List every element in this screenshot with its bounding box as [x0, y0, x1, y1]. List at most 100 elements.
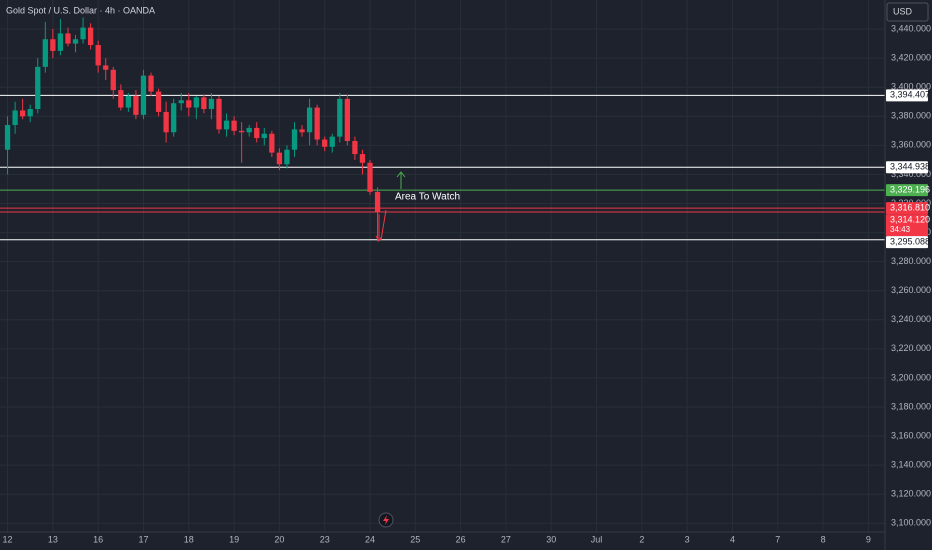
- x-tick-label: 18: [184, 534, 194, 544]
- candle-body: [148, 75, 154, 92]
- y-tick-label: 3,180.000: [891, 401, 931, 411]
- x-tick-label: 19: [229, 534, 239, 544]
- candle-body: [50, 39, 56, 51]
- x-tick-label: 26: [456, 534, 466, 544]
- candle-body: [284, 149, 290, 165]
- level-label: 3,344.938: [890, 162, 930, 172]
- x-tick-label: 17: [138, 534, 148, 544]
- x-tick-label: 16: [93, 534, 103, 544]
- level-label-box: [886, 184, 928, 197]
- level-label: 3,295.088: [890, 237, 930, 247]
- levels: [0, 94, 885, 241]
- level-label: 3,314.120: [890, 215, 930, 225]
- candle-body: [269, 133, 275, 153]
- candle-body: [276, 152, 283, 165]
- x-tick-label: 23: [320, 534, 330, 544]
- candle-body: [261, 133, 267, 139]
- candle-body: [193, 97, 199, 108]
- candle-body: [95, 45, 101, 66]
- candle-body: [87, 27, 94, 46]
- x-tick-label: 12: [3, 534, 13, 544]
- candle-body: [27, 109, 33, 117]
- y-tick-label: 3,120.000: [891, 489, 931, 499]
- candle-body: [171, 103, 177, 133]
- y-tick-label: 3,440.000: [891, 23, 931, 33]
- x-tick-label: 30: [546, 534, 556, 544]
- x-tick-label: 27: [501, 534, 511, 544]
- event-icon-bolt: [383, 515, 389, 525]
- candle-body: [367, 162, 373, 192]
- candle-body: [254, 127, 260, 139]
- candle-body: [223, 120, 230, 130]
- level-label: 3,394.407: [890, 90, 930, 100]
- level-label-box: [886, 214, 928, 237]
- y-tick-label: 3,420.000: [891, 53, 931, 63]
- candle-body: [110, 69, 116, 91]
- currency: USD: [893, 6, 913, 16]
- y-tick-label: 3,360.000: [891, 140, 931, 150]
- candle-body: [306, 107, 313, 133]
- candle-body: [208, 98, 215, 110]
- candle-body: [344, 98, 350, 141]
- countdown: 34:43: [890, 225, 911, 234]
- candle-body: [216, 98, 222, 130]
- level-label-box: [886, 89, 928, 102]
- candle-body: [178, 100, 184, 104]
- y-tick-label: 3,200.000: [891, 372, 931, 382]
- annotation: Area To Watch: [395, 192, 460, 203]
- y-tick-label: 3,400.000: [891, 82, 931, 92]
- candle-body: [314, 107, 320, 140]
- candle-body: [329, 136, 335, 147]
- candle-body: [4, 125, 11, 150]
- candle-body: [65, 33, 71, 44]
- chart-title: Gold Spot / U.S. Dollar · 4h · OANDA: [6, 5, 155, 15]
- grid: [0, 0, 885, 532]
- candle-body: [125, 95, 132, 108]
- y-tick-label: 3,280.000: [891, 256, 931, 266]
- candle-body: [231, 120, 237, 131]
- x-tick-label: 7: [775, 534, 780, 544]
- candle-body: [35, 66, 41, 110]
- candle-body: [359, 154, 366, 163]
- down-arrow: [375, 209, 387, 242]
- x-tick-label: 2: [639, 534, 644, 544]
- x-tick-label: 4: [730, 534, 735, 544]
- candle-body: [133, 95, 139, 115]
- level-label-box: [886, 202, 928, 215]
- candle-body: [42, 39, 48, 67]
- x-tick-label: Jul: [591, 534, 603, 544]
- x-tick-label: 8: [821, 534, 826, 544]
- candle-body: [322, 139, 328, 147]
- candle-body: [118, 90, 124, 108]
- y-tick-label: 3,240.000: [891, 314, 931, 324]
- candle-body: [155, 91, 162, 112]
- y-tick-label: 3,140.000: [891, 460, 931, 470]
- candle-body: [12, 110, 18, 126]
- currency-box[interactable]: [886, 2, 929, 22]
- candle-body: [57, 33, 64, 51]
- candle-body: [20, 110, 26, 117]
- x-tick-label: 3: [685, 534, 690, 544]
- candle-body: [103, 65, 109, 70]
- candle-body: [186, 100, 192, 108]
- candle-body: [337, 98, 343, 137]
- x-tick-label: 9: [866, 534, 871, 544]
- x-tick-label: 20: [274, 534, 284, 544]
- candle-body: [374, 191, 381, 213]
- level-label-box: [886, 236, 928, 249]
- y-tick-label: 3,380.000: [891, 111, 931, 121]
- candle-body: [246, 127, 252, 133]
- candle-body: [352, 140, 358, 155]
- y-tick-label: 3,220.000: [891, 343, 931, 353]
- candle-body: [201, 97, 207, 110]
- level-label: 3,316.810: [890, 203, 930, 213]
- candles: [4, 17, 381, 242]
- candle-body: [80, 27, 86, 40]
- up-arrow: [396, 171, 406, 189]
- y-tick-label: 3,260.000: [891, 285, 931, 295]
- candle-body: [238, 130, 245, 133]
- y-tick-label: 3,340.000: [891, 169, 931, 179]
